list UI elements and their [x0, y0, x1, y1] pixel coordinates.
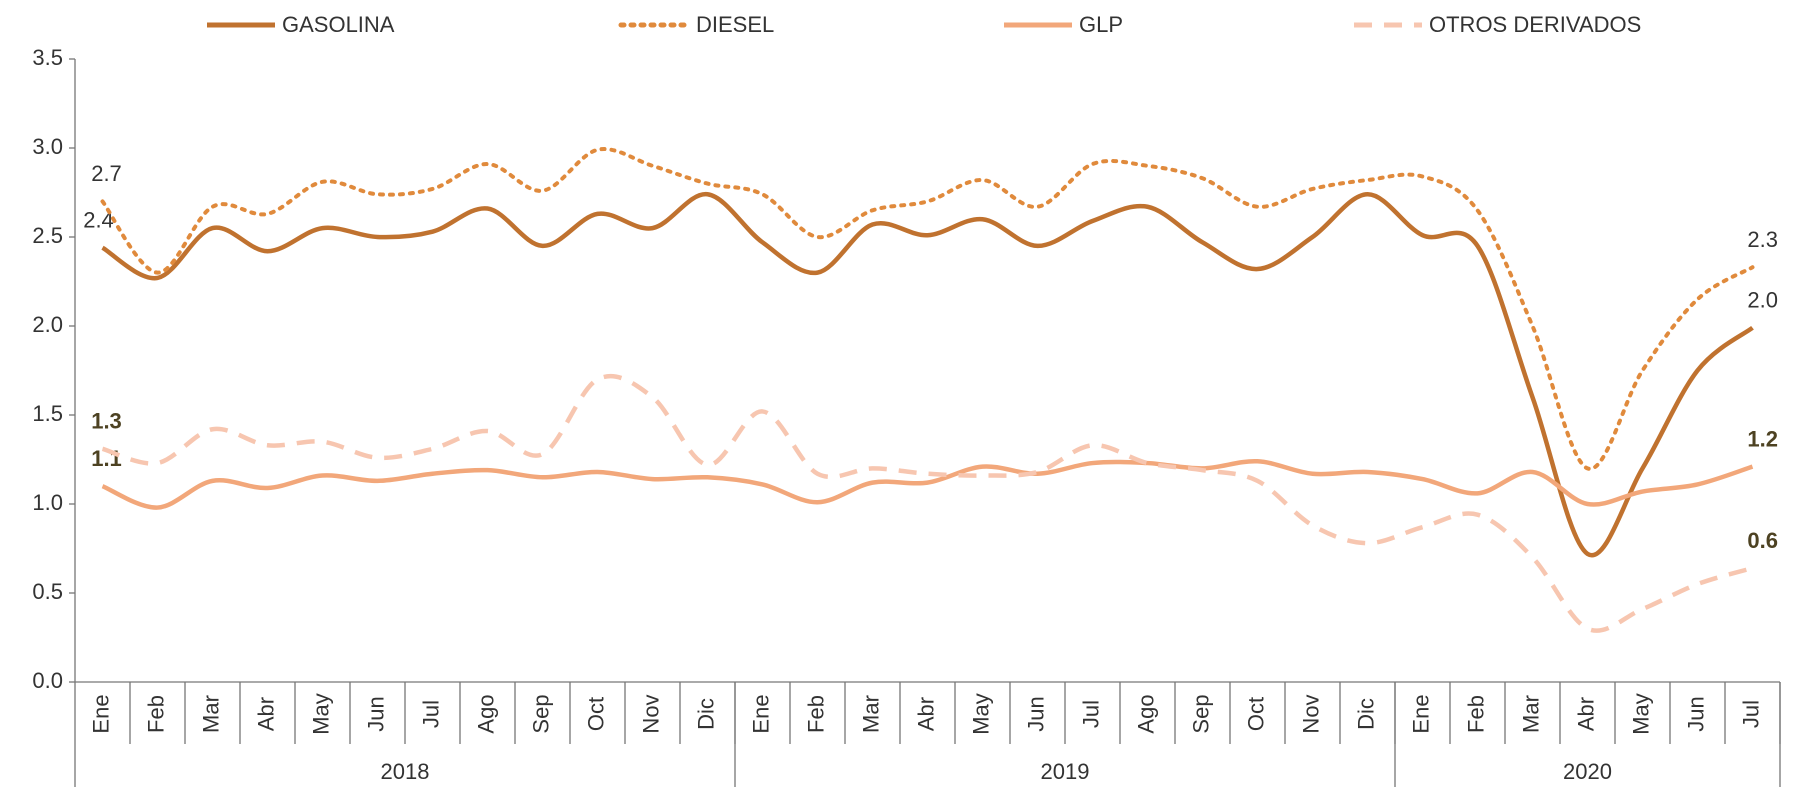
- x-tick-label: Abr: [913, 697, 938, 731]
- year-label: 2019: [1041, 759, 1090, 784]
- x-tick-label: Nov: [1298, 694, 1323, 733]
- x-tick-label: May: [308, 693, 333, 735]
- x-tick-label: Sep: [528, 694, 553, 733]
- series-line: [101, 192, 1754, 558]
- x-tick-label: Abr: [253, 697, 278, 731]
- x-tick-label: Ene: [748, 694, 773, 733]
- legend-label: DIESEL: [696, 12, 774, 37]
- y-tick-label: 1.5: [32, 401, 63, 426]
- series-line: [101, 459, 1754, 510]
- x-tick-label: Dic: [693, 698, 718, 730]
- y-tick-label: 0.0: [32, 668, 63, 693]
- x-tick-label: Jul: [1078, 700, 1103, 728]
- x-tick-label: Ago: [473, 694, 498, 733]
- data-label: 1.2: [1747, 426, 1778, 451]
- x-tick-label: Jul: [1738, 700, 1763, 728]
- y-tick-label: 3.0: [32, 134, 63, 159]
- x-tick-label: Sep: [1188, 694, 1213, 733]
- x-tick-label: Mar: [1518, 695, 1543, 733]
- x-tick-label: Ago: [1133, 694, 1158, 733]
- x-tick-label: Jun: [1683, 696, 1708, 731]
- x-tick-label: Jul: [418, 700, 443, 728]
- x-tick-label: Oct: [583, 697, 608, 731]
- y-tick-label: 1.0: [32, 490, 63, 515]
- x-tick-label: Feb: [803, 695, 828, 733]
- data-label: 2.3: [1747, 227, 1778, 252]
- year-label: 2018: [381, 759, 430, 784]
- x-tick-label: Feb: [1463, 695, 1488, 733]
- legend-label: GLP: [1079, 12, 1123, 37]
- x-tick-label: Mar: [858, 695, 883, 733]
- x-tick-label: Nov: [638, 694, 663, 733]
- x-tick-label: Jun: [1023, 696, 1048, 731]
- x-tick-label: Ene: [88, 694, 113, 733]
- y-tick-label: 2.0: [32, 312, 63, 337]
- x-tick-label: Ene: [1408, 694, 1433, 733]
- y-tick-label: 3.5: [32, 45, 63, 70]
- x-tick-label: Abr: [1573, 697, 1598, 731]
- x-tick-label: May: [1628, 693, 1653, 735]
- legend-label: GASOLINA: [282, 12, 395, 37]
- y-tick-label: 2.5: [32, 223, 63, 248]
- year-label: 2020: [1563, 759, 1612, 784]
- series-line: [101, 373, 1754, 633]
- data-label: 2.0: [1747, 288, 1778, 313]
- x-tick-label: May: [968, 693, 993, 735]
- data-label: 2.7: [91, 161, 122, 186]
- data-label: 1.3: [91, 409, 122, 434]
- x-tick-label: Oct: [1243, 697, 1268, 731]
- data-label: 0.6: [1747, 528, 1778, 553]
- x-tick-label: Dic: [1353, 698, 1378, 730]
- y-tick-label: 0.5: [32, 579, 63, 604]
- x-tick-label: Mar: [198, 695, 223, 733]
- x-tick-label: Jun: [363, 696, 388, 731]
- series-line: [100, 147, 1755, 471]
- x-tick-label: Feb: [143, 695, 168, 733]
- legend-label: OTROS DERIVADOS: [1429, 12, 1641, 37]
